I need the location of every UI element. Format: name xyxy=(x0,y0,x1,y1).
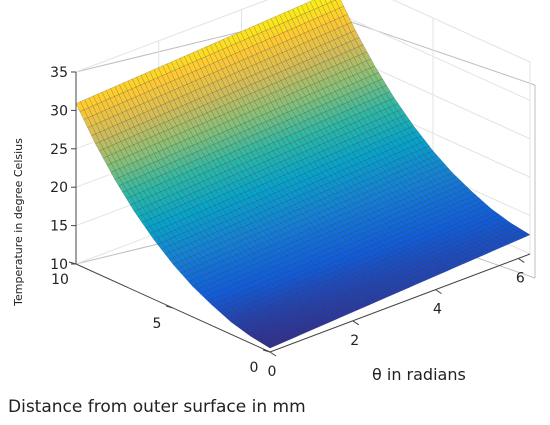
z-tick-label: 30 xyxy=(50,103,68,119)
temperature-surface xyxy=(75,0,531,349)
surface-patch xyxy=(521,232,531,237)
x-tick xyxy=(435,289,442,295)
surface-patch xyxy=(343,14,352,25)
x-tick xyxy=(518,258,525,263)
x-tick-label: 4 xyxy=(433,302,442,318)
x-tick-label: 0 xyxy=(268,364,277,380)
y-tick xyxy=(165,305,174,309)
x-tick xyxy=(352,320,360,326)
tick-marks xyxy=(68,71,525,357)
z-tick-label: 15 xyxy=(50,219,68,235)
y-tick xyxy=(262,349,271,353)
z-tick-label: 20 xyxy=(50,180,68,196)
surface-patch xyxy=(513,227,523,233)
surface-patch xyxy=(389,97,399,106)
surface-patch xyxy=(393,103,403,112)
z-axis-label: Temperature in degree Celsius xyxy=(12,138,25,307)
surface-patch xyxy=(397,108,407,117)
z-grid-line xyxy=(75,0,269,73)
z-tick-label: 25 xyxy=(50,142,68,158)
surface-patch xyxy=(324,0,332,5)
x-axis-label: θ in radians xyxy=(372,365,466,384)
pane-edge xyxy=(321,11,536,86)
y-axis-label: Distance from outer surface in mm xyxy=(8,397,306,417)
y-tick-label: 0 xyxy=(250,360,259,376)
y-tick-label: 10 xyxy=(51,272,69,288)
x-tick-label: 6 xyxy=(516,270,525,286)
surface-patch xyxy=(370,65,379,75)
surface-patch xyxy=(505,222,515,228)
surface-patch xyxy=(517,229,527,235)
x-axis-line xyxy=(269,253,531,353)
y-tick-label: 5 xyxy=(153,316,162,332)
surface-patch xyxy=(366,58,376,69)
x-tick xyxy=(269,351,277,357)
z-tick-label: 10 xyxy=(50,257,68,273)
surface-patch xyxy=(374,72,383,81)
x-tick-label: 2 xyxy=(350,333,359,349)
z-tick-label: 35 xyxy=(50,65,68,81)
